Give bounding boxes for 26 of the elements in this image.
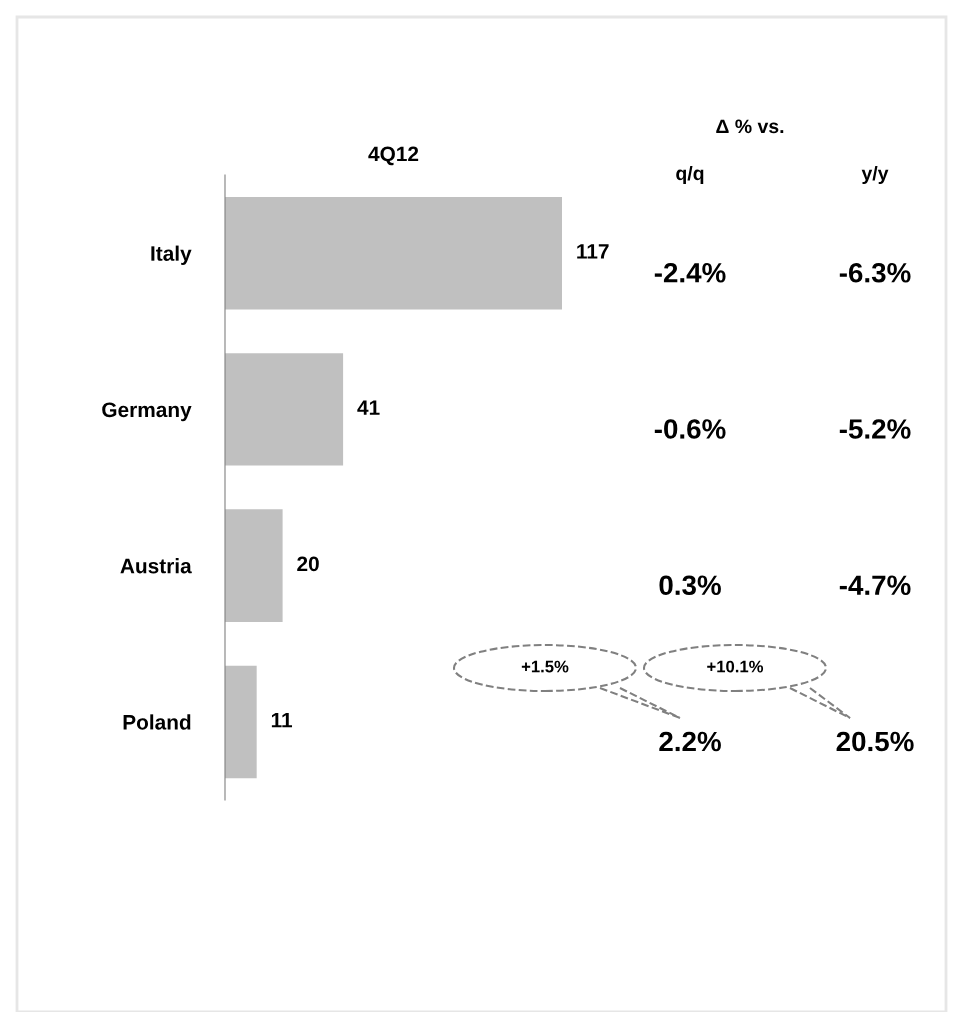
text: -6.3% bbox=[839, 262, 911, 283]
text: 20.5% bbox=[836, 731, 914, 752]
text: Δ % vs. bbox=[716, 119, 784, 134]
text: -0.6% bbox=[654, 419, 726, 439]
chart-title: 4Q12 bbox=[368, 146, 419, 166]
bar bbox=[225, 353, 344, 466]
y-tick-label: Germany bbox=[102, 402, 192, 422]
data-label: 41 bbox=[357, 400, 380, 415]
text: 0.3% bbox=[659, 575, 721, 596]
text: -4.7% bbox=[839, 575, 911, 596]
text: y/y bbox=[861, 165, 889, 185]
text: -2.4% bbox=[654, 262, 726, 283]
data-label: 11 bbox=[271, 712, 293, 728]
text: 2.2% bbox=[659, 731, 721, 752]
y-tick-label: Austria bbox=[120, 558, 192, 574]
bar bbox=[225, 509, 283, 622]
text: -5.2% bbox=[839, 419, 911, 439]
data-label: 20 bbox=[297, 556, 319, 572]
data-label: 117 bbox=[577, 244, 609, 259]
bar bbox=[225, 665, 257, 779]
annotation: +1.5% bbox=[521, 660, 569, 673]
text: q/q bbox=[676, 165, 704, 185]
text: +10.1% bbox=[707, 660, 764, 673]
y-tick-label: Italy bbox=[151, 245, 192, 265]
bar bbox=[225, 196, 562, 310]
y-tick-label: Poland bbox=[123, 714, 191, 730]
